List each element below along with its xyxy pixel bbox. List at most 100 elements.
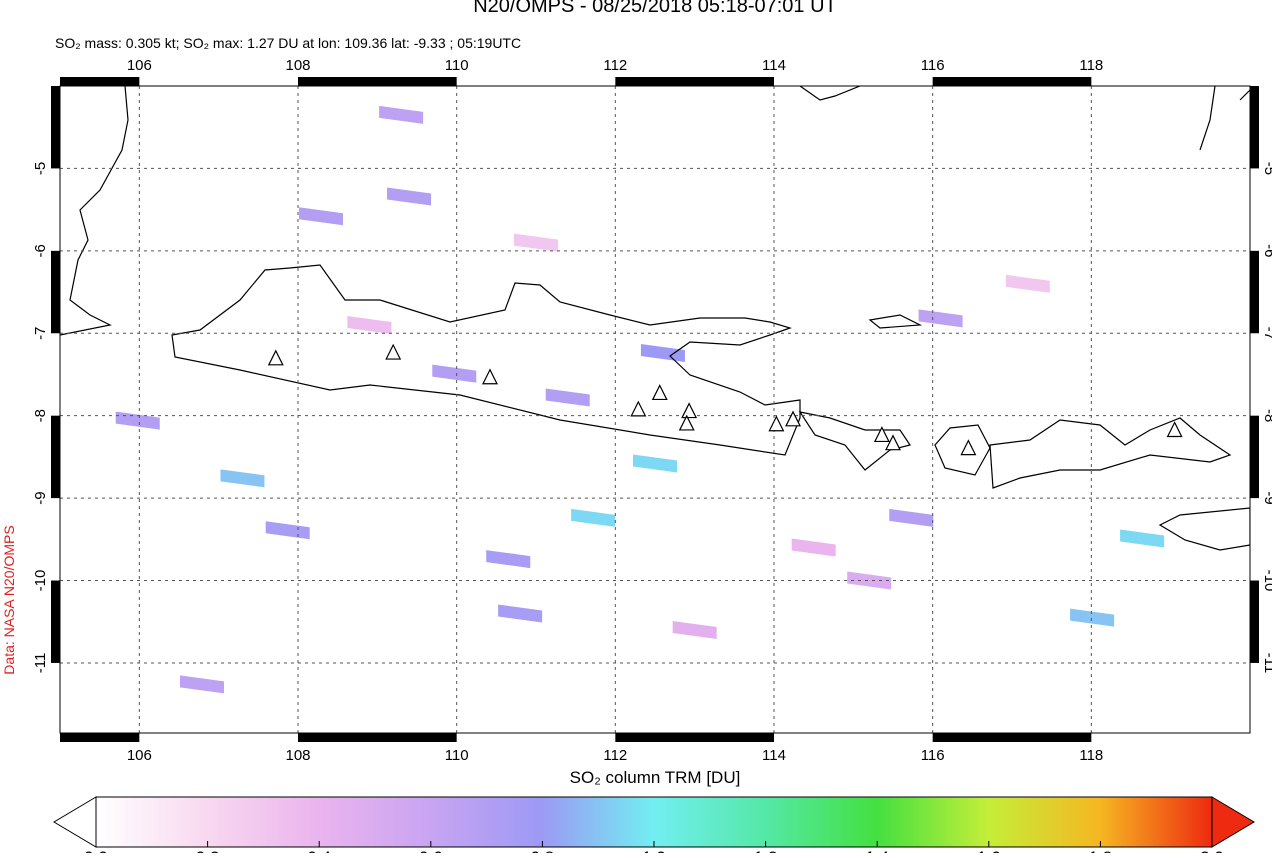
so2-pixel <box>1005 274 1050 293</box>
x-tick-label: 112 <box>603 747 627 764</box>
y-tick-label: -6 <box>1261 244 1272 257</box>
so2-pixel <box>115 411 160 430</box>
volcano <box>267 349 284 366</box>
frame-band <box>60 77 140 86</box>
coastline <box>1199 86 1250 151</box>
colorbar-tick-label: 0.6 <box>419 848 443 853</box>
coastline <box>989 417 1232 489</box>
x-tick-label: 106 <box>127 747 152 764</box>
frame-band <box>1250 580 1259 663</box>
coastline <box>868 314 923 329</box>
so2-pixel <box>498 604 543 623</box>
frame-band <box>615 77 774 86</box>
coastline <box>1158 507 1250 551</box>
map-area <box>60 86 1250 733</box>
y-tick-label: -10 <box>1261 570 1272 592</box>
volcano <box>681 402 698 419</box>
so2-pixel <box>545 388 590 407</box>
colorbar-tick-label: 1.4 <box>865 848 889 853</box>
x-tick-label: 108 <box>285 747 310 764</box>
colorbar-tick-label: 1.8 <box>1089 848 1113 853</box>
x-tick-label: 114 <box>762 747 786 764</box>
x-tick-label: 106 <box>127 57 152 74</box>
so2-pixel <box>1120 529 1165 548</box>
coastlines <box>60 86 1250 551</box>
volcano <box>1166 421 1183 438</box>
subtitle: SO₂ mass: 0.305 kt; SO₂ max: 1.27 DU at … <box>55 35 521 51</box>
y-tick-label: -8 <box>32 409 49 422</box>
so2-pixel <box>299 207 344 226</box>
y-tick-label: -9 <box>32 491 49 504</box>
y-tick-label: -8 <box>1261 409 1272 422</box>
volcano <box>482 368 498 385</box>
volcano <box>678 414 695 431</box>
so2-pixel <box>432 364 477 383</box>
grid-layer <box>60 86 1250 733</box>
coastline <box>171 264 801 456</box>
x-tick-label: 110 <box>445 57 469 74</box>
so2-pixel <box>1070 608 1115 627</box>
tick-layer: 106 106 108 108 110 110 112 112 114 114 116 116 118 1… <box>32 57 1272 764</box>
so2-pixel <box>640 344 685 363</box>
so2-pixel <box>633 454 677 473</box>
credit: Data: NASA N20/OMPS <box>1 525 17 674</box>
x-tick-label: 112 <box>603 57 627 74</box>
frame-band <box>932 77 1092 86</box>
frame-band <box>298 733 457 742</box>
title: N20/OMPS - 08/25/2018 05:18-07:01 UT <box>473 0 837 17</box>
volcano <box>651 384 668 401</box>
so2-pixel <box>514 233 558 252</box>
y-tick-label: -10 <box>32 570 49 592</box>
so2-pixel <box>571 508 616 527</box>
colorbar-tick-label: 1.0 <box>642 848 666 853</box>
colorbar-tick-label: 2.0 <box>1200 848 1224 853</box>
frame-band <box>1250 250 1259 334</box>
so2-pixel <box>387 187 432 206</box>
colorbar-over <box>1211 796 1255 848</box>
x-tick-label: 110 <box>445 747 469 764</box>
frame-band <box>60 733 140 742</box>
so2-pixel <box>180 675 225 694</box>
volcano <box>885 434 901 451</box>
volcano <box>768 415 785 432</box>
y-tick-label: -7 <box>1261 327 1272 340</box>
frame-band <box>51 580 60 663</box>
volcano-layer <box>267 343 1183 456</box>
colorbar-tick-label: 0.2 <box>196 848 220 853</box>
volcano <box>630 400 647 417</box>
x-tick-label: 118 <box>1079 57 1103 74</box>
y-tick-label: -11 <box>32 653 49 674</box>
volcano <box>785 410 802 427</box>
y-tick-label: -5 <box>32 162 49 175</box>
colorbar-tick-label: 1.6 <box>977 848 1001 853</box>
colorbar-tick-label: 1.2 <box>754 848 778 853</box>
x-tick-label: 108 <box>285 57 310 74</box>
frame-band <box>1250 86 1259 169</box>
so2-pixel <box>889 508 934 527</box>
volcano <box>385 343 402 360</box>
so2-pixel <box>379 105 424 124</box>
frame-band <box>51 250 60 334</box>
pixel-layer <box>115 105 1165 694</box>
colorbar-tick-label: 0.0 <box>84 848 108 853</box>
colorbar: 0.0 0.2 0.4 0.6 0.8 1.0 1.2 1.4 1.6 1.8 2.0 <box>53 796 1255 858</box>
x-tick-label: 114 <box>762 57 786 74</box>
colorbar-ramp <box>95 796 1213 848</box>
y-tick-label: -7 <box>32 327 49 340</box>
coastline <box>799 86 861 101</box>
coastline <box>798 411 911 471</box>
so2-pixel <box>918 309 963 328</box>
so2-pixel <box>347 316 392 335</box>
colorbar-tick-label: 0.4 <box>307 848 331 853</box>
volcano <box>960 439 977 456</box>
so2-pixel <box>265 521 310 540</box>
so2-pixel <box>220 469 265 488</box>
volcano <box>873 426 890 443</box>
x-tick-label: 116 <box>921 747 945 764</box>
colorbar-label: SO₂ column TRM [DU] <box>570 768 741 787</box>
so2-pixel <box>672 620 717 639</box>
frame-band <box>615 733 774 742</box>
so2-pixel <box>847 571 892 590</box>
colorbar-tick-label: 0.8 <box>531 848 555 853</box>
